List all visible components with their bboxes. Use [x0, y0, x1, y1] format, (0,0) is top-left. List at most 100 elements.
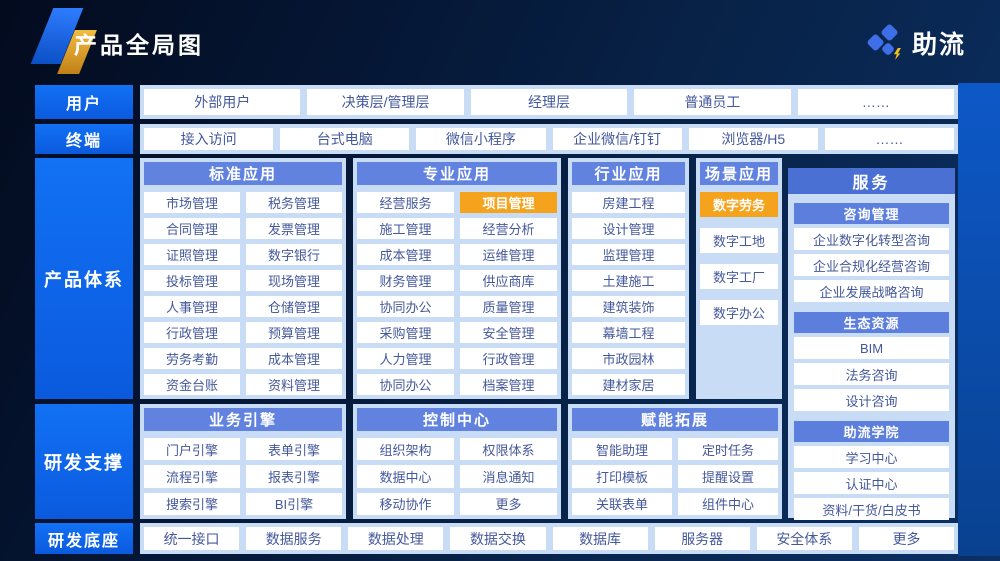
user-group-cell: 经理层	[470, 89, 628, 115]
app-cell: 幕墙工程	[572, 322, 685, 343]
panel-header: 场景应用	[700, 162, 778, 185]
engine-cell: 更多	[460, 492, 557, 515]
app-cell: 成本管理	[357, 244, 454, 265]
services-title: 服务	[788, 168, 955, 194]
app-cell: 经营分析	[460, 218, 557, 239]
group-items: 学习中心 认证中心 资料/干货/白皮书	[794, 446, 949, 520]
row-label-terminals: 终端	[35, 124, 133, 154]
panel-header: 行业应用	[572, 162, 685, 185]
terminals-strip: 接入访问 台式电脑 微信小程序 企业微信/钉钉 浏览器/H5 ……	[140, 124, 958, 154]
engine-cell: 数据中心	[357, 465, 454, 488]
row-products: 产品体系 标准应用 市场管理 税务管理 合同管理 发票管理 证照管理 数字银行 投标管理 现场…	[35, 158, 782, 399]
user-group-cell: 普通员工	[634, 89, 791, 115]
app-cell: 成本管理	[246, 348, 342, 369]
support-panels: 业务引擎 门户引擎 表单引擎 流程引擎 报表引擎 搜索引擎 BI引擎 控制中心 组织架构权…	[140, 404, 782, 519]
app-cell: 预算管理	[246, 322, 342, 343]
user-group-cell: 外部用户	[144, 89, 301, 115]
terminal-cell: 微信小程序	[416, 128, 546, 150]
app-cell: 建材家居	[572, 374, 685, 395]
row-foundation: 研发底座 统一接口 数据服务 数据处理 数据交换 数据库 服务器 安全体系 更多	[35, 523, 958, 554]
app-cell: 运维管理	[460, 244, 557, 265]
engine-cell: 移动协作	[357, 492, 454, 515]
panel-header: 控制中心	[357, 408, 557, 431]
app-cell: 施工管理	[357, 218, 454, 239]
lightning-icon	[893, 48, 901, 60]
app-cell: 仓储管理	[246, 296, 342, 317]
service-item-cell: 法务咨询	[794, 363, 949, 385]
service-item-cell: 资料/干货/白皮书	[794, 498, 949, 520]
engine-cell: 搜索引擎	[144, 492, 240, 515]
panel-services: 服务 咨询管理 企业数字化转型咨询 企业合规化经营咨询 企业发展战略咨询 生态资源 …	[788, 168, 955, 520]
users-strip: 外部用户 决策层/管理层 经理层 普通员工……	[140, 85, 958, 119]
app-cell: 数字工地	[700, 228, 778, 253]
group-items: BIM 法务咨询设计咨询	[794, 337, 949, 411]
service-item-cell: BIM	[794, 337, 949, 359]
professional-apps-grid: 经营服务 项目管理 施工管理 经营分析 成本管理 运维管理 财务管理 供应商库 协同办公 质量管理…	[357, 192, 557, 395]
app-cell: 项目管理	[460, 192, 557, 213]
standard-apps-grid: 市场管理 税务管理 合同管理 发票管理 证照管理 数字银行 投标管理 现场管理 人事管理 仓储管理…	[144, 192, 342, 395]
panel-business-engines: 业务引擎 门户引擎 表单引擎 流程引擎 报表引擎 搜索引擎 BI引擎	[140, 404, 346, 519]
service-item-cell: 企业发展战略咨询	[794, 280, 949, 302]
engine-cell: BI引擎	[246, 492, 342, 515]
app-cell: 经营服务	[357, 192, 454, 213]
group-items: 企业数字化转型咨询 企业合规化经营咨询 企业发展战略咨询	[794, 228, 949, 302]
row-label-foundation: 研发底座	[35, 523, 133, 554]
row-users: 用户 外部用户 决策层/管理层 经理层 普通员工……	[35, 85, 958, 119]
app-cell: 协同办公	[357, 296, 454, 317]
service-item-cell: 设计咨询	[794, 389, 949, 411]
app-cell: 人事管理	[144, 296, 240, 317]
app-cell: 档案管理	[460, 374, 557, 395]
foundation-cell: 数据服务	[246, 527, 342, 550]
right-accent-band	[958, 83, 1000, 556]
app-cell: 数字劳务	[700, 192, 778, 217]
engine-cell: 流程引擎	[144, 465, 240, 488]
app-cell: 证照管理	[144, 244, 240, 265]
app-cell: 质量管理	[460, 296, 557, 317]
app-cell: 供应商库	[460, 270, 557, 291]
terminal-cell: 企业微信/钉钉	[552, 128, 682, 150]
app-cell: 行政管理	[460, 348, 557, 369]
engine-cell: 组件中心	[678, 492, 778, 515]
group-bar: 生态资源	[794, 312, 949, 333]
service-group-ecosystem: 生态资源 BIM 法务咨询设计咨询	[794, 312, 949, 411]
service-group-academy: 助流学院 学习中心 认证中心 资料/干货/白皮书	[794, 421, 949, 520]
app-cell: 采购管理	[357, 322, 454, 343]
control-center-grid: 组织架构 权限体系 数据中心 消息通知 移动协作 更多	[357, 438, 557, 515]
panel-industry-apps: 行业应用 房建工程 设计管理 监理管理 土建施工 建筑装饰 幕墙工程 市政园林 建材家居	[568, 158, 689, 399]
service-group-consulting: 咨询管理 企业数字化转型咨询 企业合规化经营咨询 企业发展战略咨询	[794, 203, 949, 302]
engine-cell: 消息通知	[460, 465, 557, 488]
row-label-products: 产品体系	[35, 158, 133, 399]
app-cell: 劳务考勤	[144, 348, 240, 369]
user-group-cell: ……	[797, 89, 955, 115]
app-cell: 建筑装饰	[572, 296, 685, 317]
terminal-cell: 接入访问	[144, 128, 274, 150]
row-support: 研发支撑 业务引擎 门户引擎 表单引擎 流程引擎 报表引擎 搜索引擎 BI引擎 控制中心 …	[35, 404, 782, 519]
product-panels: 标准应用 市场管理 税务管理 合同管理 发票管理 证照管理 数字银行 投标管理 现场管理 人事管…	[140, 158, 782, 399]
engine-cell: 表单引擎	[246, 438, 342, 461]
app-cell: 市场管理	[144, 192, 240, 213]
panel-enablement: 赋能拓展 智能助理 定时任务 打印模板 提醒设置 关联表单 组件中心	[568, 404, 782, 519]
app-cell: 资金台账	[144, 374, 240, 395]
app-cell: 发票管理	[246, 218, 342, 239]
engine-cell: 定时任务	[678, 438, 778, 461]
group-bar: 咨询管理	[794, 203, 949, 224]
service-item-cell: 认证中心	[794, 472, 949, 494]
app-cell: 财务管理	[357, 270, 454, 291]
panel-header: 业务引擎	[144, 408, 342, 431]
app-cell: 行政管理	[144, 322, 240, 343]
app-cell: 协同办公	[357, 374, 454, 395]
engine-cell: 组织架构	[357, 438, 454, 461]
engine-cell: 智能助理	[572, 438, 672, 461]
panel-header: 标准应用	[144, 162, 342, 185]
enablement-grid: 智能助理 定时任务 打印模板 提醒设置 关联表单 组件中心	[572, 438, 778, 515]
terminal-cell: 台式电脑	[280, 128, 410, 150]
engine-cell: 打印模板	[572, 465, 672, 488]
terminal-cell: ……	[824, 128, 955, 150]
row-label-support: 研发支撑	[35, 404, 133, 519]
row-label-users: 用户	[35, 85, 133, 119]
panel-header: 赋能拓展	[572, 408, 778, 431]
page-title: 产品全局图	[74, 32, 204, 58]
group-bar: 助流学院	[794, 421, 949, 442]
panel-control-center: 控制中心 组织架构 权限体系 数据中心 消息通知 移动协作 更多	[353, 404, 561, 519]
app-cell: 市政园林	[572, 348, 685, 369]
